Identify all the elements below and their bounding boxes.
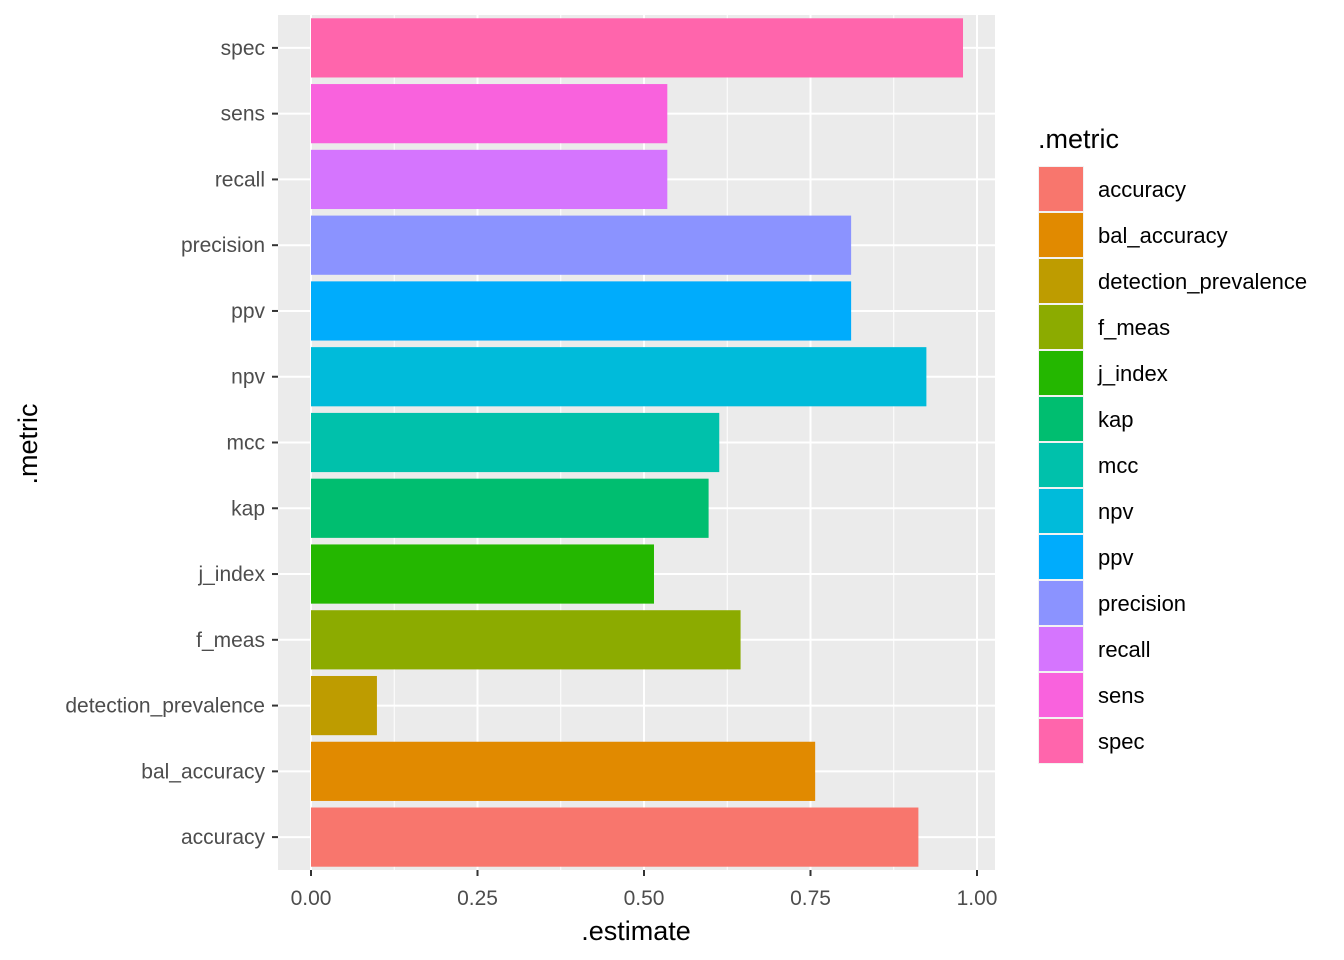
y-tick-label: kap xyxy=(231,497,265,520)
y-tick-label: recall xyxy=(215,168,265,191)
bar-npv xyxy=(311,347,927,407)
bar-accuracy xyxy=(311,807,919,867)
y-tick-label: precision xyxy=(181,234,265,257)
legend-label: detection_prevalence xyxy=(1098,269,1307,294)
x-axis: 0.00 0.25 0.50 0.75 1.00 xyxy=(291,870,998,910)
legend-label: accuracy xyxy=(1098,177,1186,202)
y-tick-label: f_meas xyxy=(196,629,265,652)
bar-f-meas xyxy=(311,610,741,670)
y-tick-label: npv xyxy=(231,366,265,389)
x-tick-label: 0.00 xyxy=(291,887,332,910)
legend-label: bal_accuracy xyxy=(1098,223,1228,248)
bar-recall xyxy=(311,149,668,210)
legend-swatch xyxy=(1039,213,1083,257)
legend-label: recall xyxy=(1098,637,1151,662)
bar-sens xyxy=(311,84,668,144)
y-axis-title: .metric xyxy=(13,404,43,485)
bar-kap xyxy=(311,478,709,538)
legend-swatch xyxy=(1039,489,1083,533)
bars xyxy=(311,18,964,867)
bar-precision xyxy=(311,215,852,275)
legend-swatch xyxy=(1039,627,1083,671)
bar-spec xyxy=(311,18,964,78)
bar-ppv xyxy=(311,281,852,341)
x-tick-label: 1.00 xyxy=(957,887,998,910)
legend-swatch xyxy=(1039,259,1083,303)
x-tick-label: 0.75 xyxy=(790,887,831,910)
legend-swatch xyxy=(1039,167,1083,211)
bar-j-index xyxy=(311,544,654,604)
legend-swatch xyxy=(1039,351,1083,395)
bar-mcc xyxy=(311,412,720,473)
legend-label: mcc xyxy=(1098,453,1138,478)
y-tick-label: mcc xyxy=(227,432,266,455)
legend-label: ppv xyxy=(1098,545,1133,570)
legend-label: npv xyxy=(1098,499,1133,524)
legend-swatch xyxy=(1039,719,1083,763)
y-tick-label: j_index xyxy=(197,563,265,586)
y-tick-label: ppv xyxy=(231,300,265,323)
x-tick-label: 0.25 xyxy=(457,887,498,910)
bar-detection-prevalence xyxy=(311,675,377,736)
legend-swatch xyxy=(1039,535,1083,579)
legend-label: j_index xyxy=(1097,361,1168,386)
legend-label: f_meas xyxy=(1098,315,1170,340)
legend-label: precision xyxy=(1098,591,1186,616)
legend-label: sens xyxy=(1098,683,1144,708)
legend-label: spec xyxy=(1098,729,1144,754)
y-tick-label: accuracy xyxy=(181,826,266,849)
y-axis: accuracy bal_accuracy detection_prevalence… xyxy=(65,37,278,849)
legend-label: kap xyxy=(1098,407,1133,432)
y-tick-label: sens xyxy=(221,103,265,126)
y-tick-label: bal_accuracy xyxy=(141,760,265,783)
legend: .metric accuracy bal_accuracy detection_pr… xyxy=(1038,124,1307,764)
y-tick-label: spec xyxy=(221,37,265,60)
y-tick-label: detection_prevalence xyxy=(65,695,265,718)
legend-swatch xyxy=(1039,305,1083,349)
legend-swatch xyxy=(1039,397,1083,441)
legend-swatch xyxy=(1039,443,1083,487)
x-tick-label: 0.50 xyxy=(624,887,665,910)
legend-swatch xyxy=(1039,581,1083,625)
legend-title: .metric xyxy=(1038,124,1119,154)
legend-swatch xyxy=(1039,673,1083,717)
bar-bal-accuracy xyxy=(311,741,816,801)
x-axis-title: .estimate xyxy=(581,916,691,946)
